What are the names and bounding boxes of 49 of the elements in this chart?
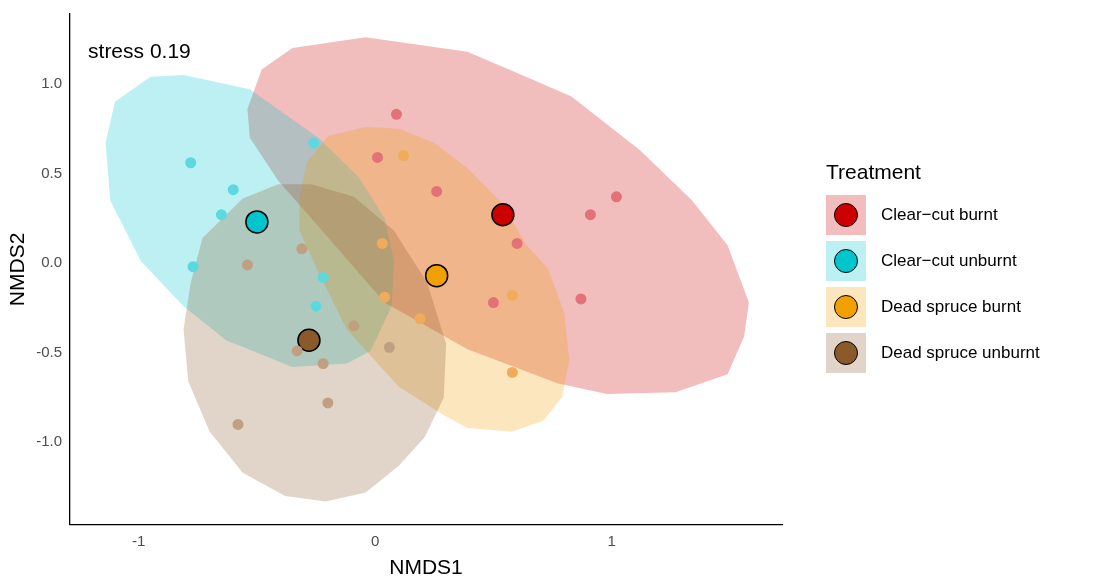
point xyxy=(348,320,360,332)
x-axis-title: NMDS1 xyxy=(389,555,463,579)
point xyxy=(245,210,269,234)
point xyxy=(185,157,197,169)
y-axis-title: NMDS2 xyxy=(5,232,29,307)
point xyxy=(297,328,321,352)
point xyxy=(376,237,388,249)
point xyxy=(487,297,499,309)
y-tick-label: 0.5 xyxy=(41,163,63,181)
point xyxy=(232,418,244,430)
legend-label: Dead spruce burnt xyxy=(881,297,1021,317)
legend-label: Clear−cut unburnt xyxy=(881,251,1017,271)
x-tick-label: 1 xyxy=(607,531,616,549)
point xyxy=(291,345,303,357)
point xyxy=(390,108,402,120)
point xyxy=(424,263,449,288)
legend-title: Treatment xyxy=(826,160,922,184)
point xyxy=(372,151,384,163)
point xyxy=(398,150,410,162)
point xyxy=(322,397,334,409)
y-tick-label: -1.0 xyxy=(36,432,63,450)
point xyxy=(227,184,239,196)
point xyxy=(187,261,199,273)
point xyxy=(296,243,308,255)
point xyxy=(431,185,443,197)
point xyxy=(610,191,622,203)
point xyxy=(317,271,329,283)
point xyxy=(383,341,395,353)
point xyxy=(310,300,322,312)
point xyxy=(215,209,227,221)
y-tick-label: -0.5 xyxy=(36,342,63,360)
point xyxy=(379,291,391,303)
point xyxy=(491,202,515,227)
y-tick-label: 1.0 xyxy=(41,74,63,92)
x-tick-label: 0 xyxy=(371,531,380,549)
point xyxy=(575,293,587,305)
point xyxy=(506,366,518,378)
point xyxy=(241,259,253,271)
point xyxy=(511,237,523,249)
point xyxy=(584,209,596,221)
y-tick-label: 0.0 xyxy=(41,253,63,271)
point xyxy=(414,313,426,325)
point xyxy=(308,137,320,149)
point xyxy=(506,289,518,301)
x-tick-label: -1 xyxy=(131,531,146,549)
legend-label: Dead spruce unburnt xyxy=(881,343,1040,363)
legend-label: Clear−cut burnt xyxy=(881,205,998,225)
point xyxy=(317,358,329,369)
annotation: stress 0.19 xyxy=(88,39,191,63)
